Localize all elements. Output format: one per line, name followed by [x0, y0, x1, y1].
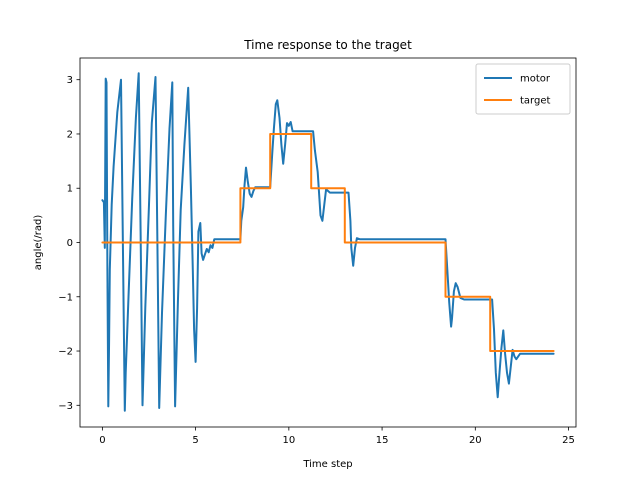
series-line-target — [101, 133, 555, 352]
x-tick-label: 5 — [192, 435, 198, 446]
x-tick-label: 15 — [376, 435, 389, 446]
series-layer — [101, 72, 555, 412]
x-tick-label: 20 — [469, 435, 482, 446]
y-tick-label: −1 — [58, 292, 73, 303]
y-tick-label: −2 — [58, 347, 73, 358]
legend-label-target: target — [520, 96, 550, 107]
y-tick-label: 1 — [67, 184, 73, 195]
y-tick-label: −3 — [58, 401, 73, 412]
legend: motor target — [475, 63, 571, 115]
x-tick-label: 10 — [282, 435, 295, 446]
x-tick-label: 0 — [99, 435, 105, 446]
x-axis-ticks: 0 5 10 15 20 25 — [99, 427, 575, 446]
legend-label-motor: motor — [520, 74, 551, 85]
y-axis-label: angle(/rad) — [33, 215, 44, 271]
y-tick-label: 2 — [67, 129, 73, 140]
x-axis-label: Time step — [302, 459, 352, 470]
y-axis-ticks: −3 −2 −1 0 1 2 3 — [58, 75, 80, 412]
y-tick-label: 3 — [67, 75, 73, 86]
y-tick-label: 0 — [67, 238, 73, 249]
chart-title: Time response to the traget — [243, 38, 412, 52]
x-tick-label: 25 — [562, 435, 575, 446]
legend-frame — [475, 63, 571, 115]
